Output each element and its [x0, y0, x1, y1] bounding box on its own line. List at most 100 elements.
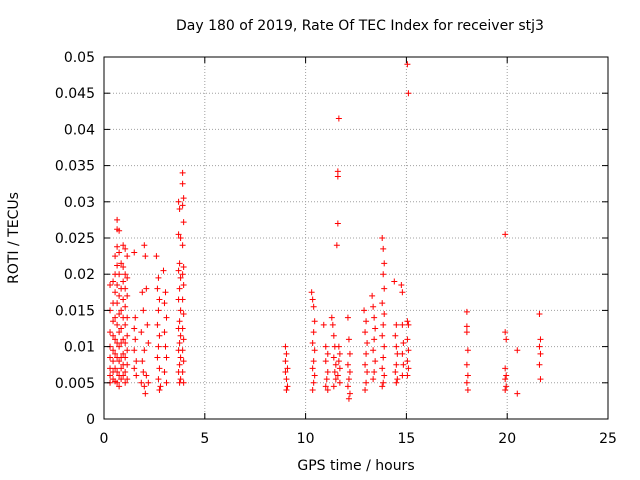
data-point	[537, 350, 544, 357]
data-point	[404, 372, 411, 379]
data-point	[309, 365, 316, 372]
data-point	[107, 372, 114, 379]
data-point	[124, 347, 131, 354]
data-point	[124, 361, 131, 368]
data-point	[392, 368, 399, 375]
data-point	[381, 260, 388, 267]
y-tick-label: 0.005	[55, 376, 95, 392]
data-point	[284, 383, 291, 390]
data-point	[116, 292, 123, 299]
data-point	[502, 365, 509, 372]
data-point	[175, 231, 182, 238]
data-point	[155, 307, 162, 314]
data-point	[536, 361, 543, 368]
data-point	[346, 350, 353, 357]
data-point	[176, 285, 183, 292]
data-point	[116, 358, 123, 365]
data-point	[502, 387, 509, 394]
data-point	[131, 347, 138, 354]
data-point	[344, 383, 351, 390]
data-point	[179, 368, 186, 375]
data-point	[118, 260, 125, 267]
data-point	[537, 376, 544, 383]
data-point	[310, 379, 317, 386]
data-point	[399, 350, 406, 357]
data-point	[380, 354, 387, 361]
data-point	[334, 220, 341, 227]
data-point	[114, 216, 121, 223]
data-point	[180, 336, 187, 343]
data-point	[308, 289, 315, 296]
data-point	[332, 376, 339, 383]
data-point	[464, 372, 471, 379]
data-point	[179, 347, 186, 354]
data-point	[112, 350, 119, 357]
data-point	[141, 383, 148, 390]
data-point	[284, 365, 291, 372]
data-point	[180, 219, 187, 226]
data-point	[112, 253, 119, 260]
data-point	[145, 379, 152, 386]
y-tick-label: 0.025	[55, 231, 95, 247]
data-point	[310, 358, 317, 365]
data-point	[176, 260, 183, 267]
data-point	[141, 347, 148, 354]
data-point	[132, 314, 139, 321]
data-point	[114, 243, 121, 250]
data-point	[363, 379, 370, 386]
data-point	[140, 368, 147, 375]
data-point	[405, 90, 412, 97]
data-point	[155, 274, 162, 281]
data-point	[155, 376, 162, 383]
data-point	[311, 372, 318, 379]
y-tick-label: 0.02	[64, 267, 95, 283]
data-point	[122, 354, 129, 361]
data-point	[143, 285, 150, 292]
data-point	[144, 321, 151, 328]
data-point	[393, 361, 400, 368]
grid	[104, 57, 608, 419]
data-point	[122, 379, 129, 386]
data-point	[120, 350, 127, 357]
data-point	[362, 329, 369, 336]
data-point	[330, 332, 337, 339]
data-point	[371, 314, 378, 321]
data-point	[379, 300, 386, 307]
data-point	[131, 325, 138, 332]
data-point	[138, 329, 145, 336]
data-point	[116, 311, 123, 318]
data-point	[362, 361, 369, 368]
data-point	[323, 376, 330, 383]
data-point	[324, 387, 331, 394]
data-point	[345, 376, 352, 383]
data-point	[324, 368, 331, 375]
data-point	[394, 376, 401, 383]
data-point	[122, 303, 129, 310]
data-point	[142, 253, 149, 260]
data-point	[154, 354, 161, 361]
data-point	[120, 242, 127, 249]
data-point	[112, 314, 119, 321]
chart-title: Day 180 of 2019, Rate Of TEC Index for r…	[176, 18, 544, 34]
data-point	[110, 318, 117, 325]
y-tick-label: 0	[86, 412, 95, 428]
data-point	[114, 282, 121, 289]
data-point	[161, 300, 168, 307]
data-point	[363, 318, 370, 325]
data-point	[131, 365, 138, 372]
data-point	[107, 354, 114, 361]
data-point	[114, 262, 121, 269]
data-point	[132, 336, 139, 343]
x-tick-label: 5	[200, 431, 209, 447]
data-point	[118, 307, 125, 314]
data-point	[116, 271, 123, 278]
x-tick-label: 20	[498, 431, 516, 447]
data-point	[176, 318, 183, 325]
data-point	[463, 361, 470, 368]
data-point	[141, 242, 148, 249]
data-point	[463, 308, 470, 315]
data-point	[330, 383, 337, 390]
data-point	[179, 169, 186, 176]
data-point	[133, 358, 140, 365]
